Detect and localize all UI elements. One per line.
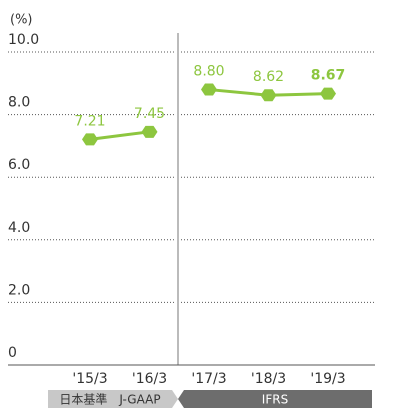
marker [82, 133, 98, 146]
x-tick-label: '15/3 [72, 371, 107, 387]
x-tick-label: '16/3 [132, 371, 167, 387]
y-tick-label: 10.0 [8, 32, 39, 48]
y-unit: (%) [10, 13, 33, 28]
x-tick-label: '19/3 [310, 371, 345, 387]
x-tick-label: '17/3 [191, 371, 226, 387]
value-label: 8.67 [311, 68, 346, 84]
x-tick-label: '18/3 [251, 371, 286, 387]
value-label: 8.62 [253, 69, 284, 85]
band-jgaap [48, 390, 178, 408]
band-label: IFRS [262, 393, 288, 407]
y-tick-label: 4.0 [8, 220, 30, 236]
y-tick-label: 8.0 [8, 95, 30, 111]
y-tick-label: 0 [8, 345, 17, 361]
marker [141, 125, 158, 138]
value-label: 7.45 [134, 106, 165, 122]
band-label: 日本基準 J-GAAP [59, 392, 160, 407]
line [89, 130, 150, 141]
band-ifrs [178, 390, 372, 408]
marker [201, 83, 217, 96]
value-label: 8.80 [193, 64, 224, 80]
y-tick-label: 6.0 [8, 157, 30, 173]
marker [320, 87, 336, 100]
y-tick-label: 2.0 [8, 282, 30, 298]
marker [260, 89, 277, 102]
value-label: 7.21 [74, 113, 105, 129]
